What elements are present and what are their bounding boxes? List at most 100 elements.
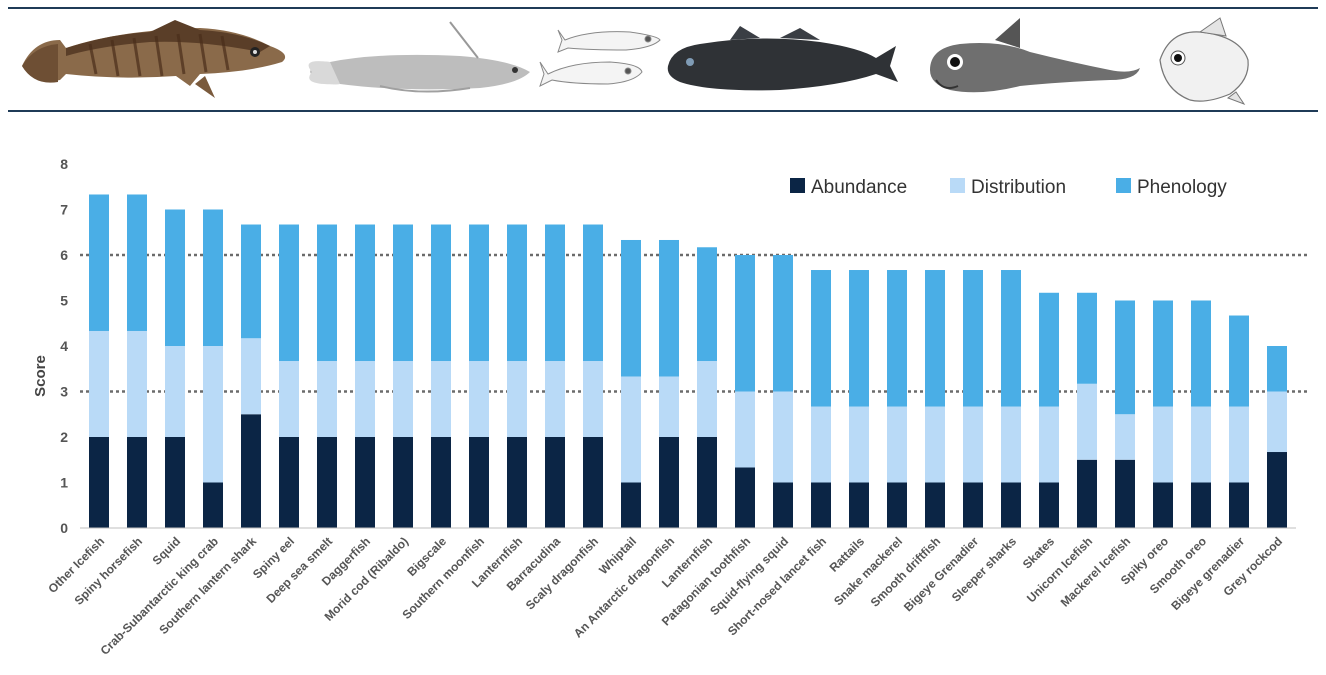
y-tick-label: 2 <box>60 429 68 445</box>
bar-segment-phenology <box>963 270 983 407</box>
bar-segment-phenology <box>279 224 299 362</box>
bar-segment-abundance <box>583 437 603 528</box>
x-tick-label: Skates <box>1020 534 1057 571</box>
legend-label-distribution: Distribution <box>971 177 1066 198</box>
bar-segment-distribution <box>735 391 755 468</box>
y-tick-label: 0 <box>60 520 68 536</box>
bars <box>89 194 1287 528</box>
bar-segment-phenology <box>393 224 413 362</box>
bar-segment-abundance <box>1267 452 1287 528</box>
bar-segment-abundance <box>469 437 489 528</box>
y-tick-label: 6 <box>60 247 68 263</box>
bar-segment-abundance <box>1115 459 1135 528</box>
bar-segment-phenology <box>89 194 109 331</box>
fish-banner <box>8 7 1318 112</box>
bar-segment-abundance <box>925 482 945 528</box>
legend-label-phenology: Phenology <box>1137 177 1227 198</box>
x-tick-label: Mackerel Icefish <box>1058 534 1133 609</box>
legend-swatch-distribution <box>950 178 965 193</box>
bar-segment-abundance <box>621 482 641 528</box>
bar-segment-distribution <box>583 361 603 437</box>
bar-segment-phenology <box>1001 270 1021 407</box>
bar-segment-phenology <box>1153 300 1173 407</box>
legend: Abundance Distribution Phenology <box>790 177 1227 198</box>
lanternfish-drawings-icon <box>539 29 661 87</box>
x-tick-label: Scaly dragonfish <box>523 534 601 612</box>
bar-segment-abundance <box>1001 482 1021 528</box>
x-tick-label: Spiny horsefish <box>72 534 146 608</box>
bar-segment-distribution <box>393 361 413 437</box>
bar-segment-phenology <box>697 247 717 362</box>
bar-segment-abundance <box>1153 482 1173 528</box>
bar-segment-phenology <box>431 224 451 362</box>
bar-segment-abundance <box>241 414 261 528</box>
y-tick-label: 7 <box>60 202 68 218</box>
bar-segment-abundance <box>89 437 109 528</box>
bar-segment-phenology <box>735 255 755 392</box>
bar-segment-phenology <box>621 239 641 377</box>
bar-segment-abundance <box>545 437 565 528</box>
bar-segment-phenology <box>811 270 831 407</box>
bar-segment-distribution <box>165 346 185 437</box>
bar-segment-distribution <box>507 361 527 437</box>
bar-segment-phenology <box>317 224 337 362</box>
bar-segment-abundance <box>507 437 527 528</box>
bar-segment-distribution <box>1001 406 1021 483</box>
bar-segment-phenology <box>127 194 147 331</box>
bar-segment-distribution <box>1153 406 1173 483</box>
bar-segment-abundance <box>127 437 147 528</box>
bar-segment-phenology <box>545 224 565 362</box>
bar-segment-distribution <box>1191 406 1211 483</box>
y-tick-label: 3 <box>60 384 68 400</box>
y-tick-label: 1 <box>60 475 68 491</box>
bar-segment-abundance <box>811 482 831 528</box>
bar-segment-phenology <box>1115 300 1135 415</box>
bar-segment-abundance <box>1191 482 1211 528</box>
bar-segment-distribution <box>1229 406 1249 483</box>
bar-segment-distribution <box>317 361 337 437</box>
x-tick-label: Sleeper sharks <box>949 534 1020 605</box>
bar-segment-abundance <box>1039 482 1059 528</box>
bar-segment-distribution <box>811 406 831 483</box>
bar-segment-phenology <box>241 224 261 339</box>
oreo-dory-drawing-icon <box>1159 17 1249 106</box>
bar-segment-abundance <box>1229 482 1249 528</box>
bar-segment-distribution <box>355 361 375 437</box>
bar-segment-abundance <box>697 437 717 528</box>
bar-segment-phenology <box>1229 315 1249 407</box>
y-axis-title: Score <box>32 355 49 397</box>
bar-segment-phenology <box>165 209 185 346</box>
bar-segment-distribution <box>621 376 641 483</box>
bar-segment-distribution <box>431 361 451 437</box>
bar-segment-abundance <box>393 437 413 528</box>
bar-segment-phenology <box>203 209 223 346</box>
bar-segment-abundance <box>773 482 793 528</box>
x-tick-label: Smooth driftfish <box>868 534 943 609</box>
x-tick-label: Squid <box>150 534 183 567</box>
x-tick-label: Unicorn Icefish <box>1024 534 1095 605</box>
bar-segment-phenology <box>773 255 793 392</box>
bar-segment-distribution <box>1115 414 1135 460</box>
bar-segment-phenology <box>583 224 603 362</box>
y-tick-label: 5 <box>60 293 68 309</box>
bar-segment-abundance <box>203 482 223 528</box>
bar-segment-phenology <box>659 239 679 377</box>
bar-segment-abundance <box>735 467 755 528</box>
bar-segment-distribution <box>849 406 869 483</box>
bar-segment-phenology <box>469 224 489 362</box>
bar-segment-abundance <box>317 437 337 528</box>
y-axis-ticks: 0 1 2 3 4 5 6 7 8 <box>60 156 68 536</box>
bar-segment-abundance <box>165 437 185 528</box>
bar-segment-abundance <box>431 437 451 528</box>
bar-segment-abundance <box>1077 459 1097 528</box>
grenadier-illustration-icon <box>930 18 1140 93</box>
bar-segment-distribution <box>773 391 793 483</box>
y-tick-label: 8 <box>60 156 68 172</box>
x-tick-label: Snake mackerel <box>831 534 905 608</box>
bar-segment-distribution <box>963 406 983 483</box>
bar-segment-distribution <box>925 406 945 483</box>
bar-segment-abundance <box>849 482 869 528</box>
bar-segment-phenology <box>1077 292 1097 384</box>
